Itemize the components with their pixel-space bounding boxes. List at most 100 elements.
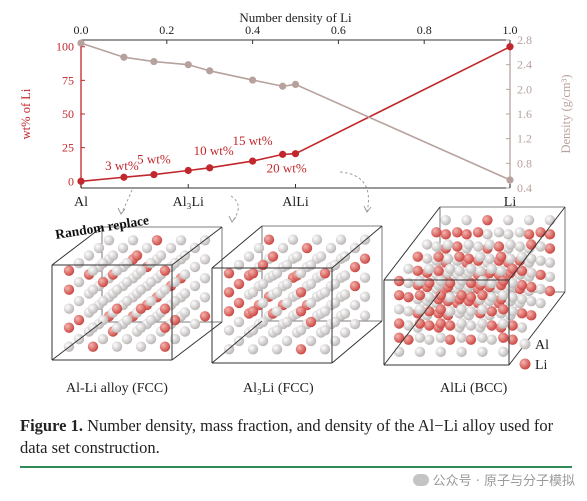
al-atom bbox=[482, 229, 493, 240]
al-atom bbox=[456, 346, 467, 358]
li-atom bbox=[431, 227, 442, 238]
left-tick-label: 75 bbox=[62, 73, 74, 87]
al-atom bbox=[349, 299, 361, 311]
top-tick-label: 0.8 bbox=[417, 23, 432, 37]
wechat-icon bbox=[412, 474, 429, 486]
al-atom bbox=[87, 265, 99, 276]
li-atom bbox=[305, 316, 317, 328]
al-atom bbox=[403, 320, 414, 331]
al-atom bbox=[339, 308, 351, 319]
li-atom bbox=[535, 227, 546, 238]
al-atom bbox=[319, 306, 331, 317]
data-point bbox=[291, 80, 300, 88]
al-atom bbox=[117, 242, 129, 254]
li-atom bbox=[486, 320, 497, 331]
al-atom bbox=[535, 255, 546, 266]
li-atom bbox=[223, 268, 235, 279]
data-point bbox=[279, 150, 287, 158]
li-atom bbox=[151, 235, 163, 246]
li-atom bbox=[507, 320, 518, 331]
li-atom bbox=[295, 287, 307, 298]
box-edge bbox=[331, 225, 383, 269]
al-atom bbox=[257, 316, 269, 328]
arrow-head bbox=[117, 207, 126, 215]
al-atom bbox=[257, 335, 269, 347]
al-atom bbox=[505, 253, 516, 264]
al-atom bbox=[247, 287, 259, 298]
box-edge bbox=[211, 225, 263, 269]
li-atom bbox=[63, 284, 75, 295]
al-atom bbox=[503, 229, 514, 240]
right-tick-label: 2.4 bbox=[517, 58, 532, 72]
box-edge bbox=[51, 321, 103, 361]
al-atom bbox=[189, 280, 201, 292]
al-atom bbox=[135, 341, 147, 352]
data-point bbox=[184, 166, 192, 175]
al-atom bbox=[319, 344, 331, 355]
al-atom bbox=[544, 257, 556, 268]
li-atom bbox=[135, 303, 147, 314]
al-atom bbox=[189, 261, 201, 273]
al-atom bbox=[435, 275, 446, 287]
li-atom bbox=[63, 265, 75, 276]
data-point bbox=[291, 150, 300, 158]
al-atom bbox=[403, 263, 414, 275]
li-atom bbox=[247, 268, 259, 279]
box-edge bbox=[51, 226, 103, 266]
caption-text: Number density, mass fraction, and densi… bbox=[20, 416, 554, 457]
al-atom bbox=[271, 306, 283, 317]
al-atom bbox=[477, 332, 488, 343]
data-point bbox=[120, 53, 128, 61]
al-atom bbox=[465, 263, 477, 275]
li-atom bbox=[452, 227, 463, 238]
al-atom bbox=[329, 335, 341, 347]
al-atom bbox=[516, 293, 528, 305]
arrow-head bbox=[363, 205, 372, 213]
al-atom bbox=[165, 242, 177, 254]
al-atom bbox=[526, 295, 537, 307]
crystal-al3li bbox=[211, 225, 383, 364]
li-atom bbox=[359, 253, 371, 264]
al-atom bbox=[507, 277, 518, 289]
al-atom bbox=[281, 259, 293, 271]
watermark-text: 公众号 · 原子与分子模拟 bbox=[432, 474, 575, 489]
data-point bbox=[206, 164, 214, 172]
al-atom bbox=[281, 297, 293, 309]
al-atom bbox=[475, 251, 486, 262]
al-atom bbox=[271, 325, 283, 336]
al-atom bbox=[484, 239, 495, 250]
li-atom bbox=[477, 289, 488, 301]
right-tick-label: 2.8 bbox=[517, 33, 532, 47]
al-atom bbox=[111, 341, 123, 352]
li-atom bbox=[465, 334, 477, 345]
al-atom bbox=[329, 316, 341, 328]
al-atom bbox=[111, 284, 123, 295]
wt-annotation: 5 wt% bbox=[137, 152, 171, 167]
al-atom bbox=[287, 234, 299, 245]
data-point bbox=[206, 67, 214, 75]
al-atom bbox=[233, 316, 245, 328]
wt-annotation: 15 wt% bbox=[233, 133, 273, 148]
li-atom bbox=[199, 311, 211, 322]
li-atom bbox=[526, 239, 537, 250]
li-atom bbox=[507, 334, 518, 345]
al-atom bbox=[516, 322, 528, 333]
li-atom bbox=[267, 251, 279, 262]
top-tick-label: 0.4 bbox=[245, 23, 260, 37]
al-atom bbox=[175, 235, 187, 246]
al-atom bbox=[169, 276, 181, 288]
al-atom bbox=[486, 263, 497, 275]
li-atom bbox=[393, 275, 405, 287]
li-atom bbox=[131, 250, 143, 261]
al-atom bbox=[503, 214, 514, 226]
al-atom bbox=[435, 346, 446, 358]
al-atom bbox=[111, 322, 123, 333]
li-atom bbox=[535, 269, 546, 281]
al-atom bbox=[83, 250, 95, 261]
wt-annotation: 3 wt% bbox=[105, 158, 139, 173]
data-point bbox=[249, 157, 257, 165]
box-edge bbox=[383, 206, 441, 281]
figure-caption: Figure 1. Number density, mass fraction,… bbox=[20, 415, 572, 459]
li-atom bbox=[233, 297, 245, 309]
li-atom bbox=[159, 303, 171, 314]
